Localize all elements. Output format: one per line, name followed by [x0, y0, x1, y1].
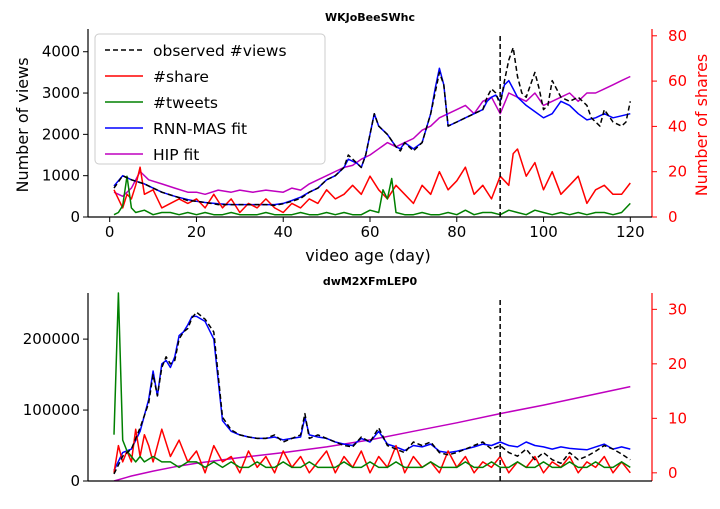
y-right-tick-label: 10	[668, 409, 687, 427]
legend: observed #views #share #tweets RNN-MAS fit H…	[94, 33, 326, 165]
series-group	[113, 46, 632, 216]
legend-label: RNN-MAS fit	[153, 120, 247, 138]
y-tick-label: 0	[70, 472, 80, 490]
x-tick-label: 20	[187, 223, 206, 241]
legend-label: observed #views	[153, 42, 287, 60]
series-line-hip-fit	[113, 385, 631, 481]
y-right-tick-label: 40	[668, 117, 687, 135]
y-tick-label: 200000	[23, 330, 80, 348]
series-group	[113, 292, 631, 481]
series-line-share	[113, 428, 631, 474]
x-tick-label: 0	[105, 223, 115, 241]
y-tick-label: 100000	[23, 401, 80, 419]
series-line-observed-views	[113, 46, 632, 207]
legend-box	[94, 33, 326, 165]
y-right-tick-label: 60	[668, 72, 687, 90]
panel-top: WKJoBeeSWhc video age (day) Number of vi…	[13, 11, 711, 265]
y-tick-label: 0	[70, 208, 80, 226]
x-tick-label: 100	[529, 223, 558, 241]
series-line-tweets	[113, 175, 631, 216]
legend-label: #tweets	[153, 94, 218, 112]
series-line-rnn-mas-fit	[113, 315, 631, 471]
x-tick-label: 60	[360, 223, 379, 241]
y-tick-label: 4000	[42, 43, 80, 61]
y-axis-label: Number of views	[13, 57, 32, 192]
y-right-tick-label: 30	[668, 300, 687, 318]
chart-title: WKJoBeeSWhc	[325, 11, 415, 24]
y-right-tick-label: 0	[668, 464, 678, 482]
chart-title: dwM2XFmLEP0	[323, 275, 418, 288]
y-right-tick-label: 80	[668, 27, 687, 45]
y-right-tick-label: 0	[668, 208, 678, 226]
series-line-tweets	[113, 292, 631, 469]
legend-label: #share	[153, 68, 209, 86]
y-tick-label: 2000	[42, 125, 80, 143]
series-line-hip-fit	[113, 75, 631, 198]
y-axis-label-right: Number of shares	[692, 54, 711, 197]
y-tick-label: 3000	[42, 84, 80, 102]
x-tick-label: 40	[274, 223, 293, 241]
x-tick-label: 120	[616, 223, 645, 241]
y-right-tick-label: 20	[668, 163, 687, 181]
y-right-tick-label: 20	[668, 355, 687, 373]
series-line-observed-views	[113, 311, 631, 475]
x-tick-label: 80	[447, 223, 466, 241]
series-line-share	[113, 148, 631, 214]
legend-label: HIP fit	[153, 146, 199, 164]
x-axis-label: video age (day)	[305, 246, 431, 265]
panel-bottom: dwM2XFmLEP0 0 100000 200000 0 10 20 30	[23, 275, 687, 490]
y-tick-label: 1000	[42, 167, 80, 185]
